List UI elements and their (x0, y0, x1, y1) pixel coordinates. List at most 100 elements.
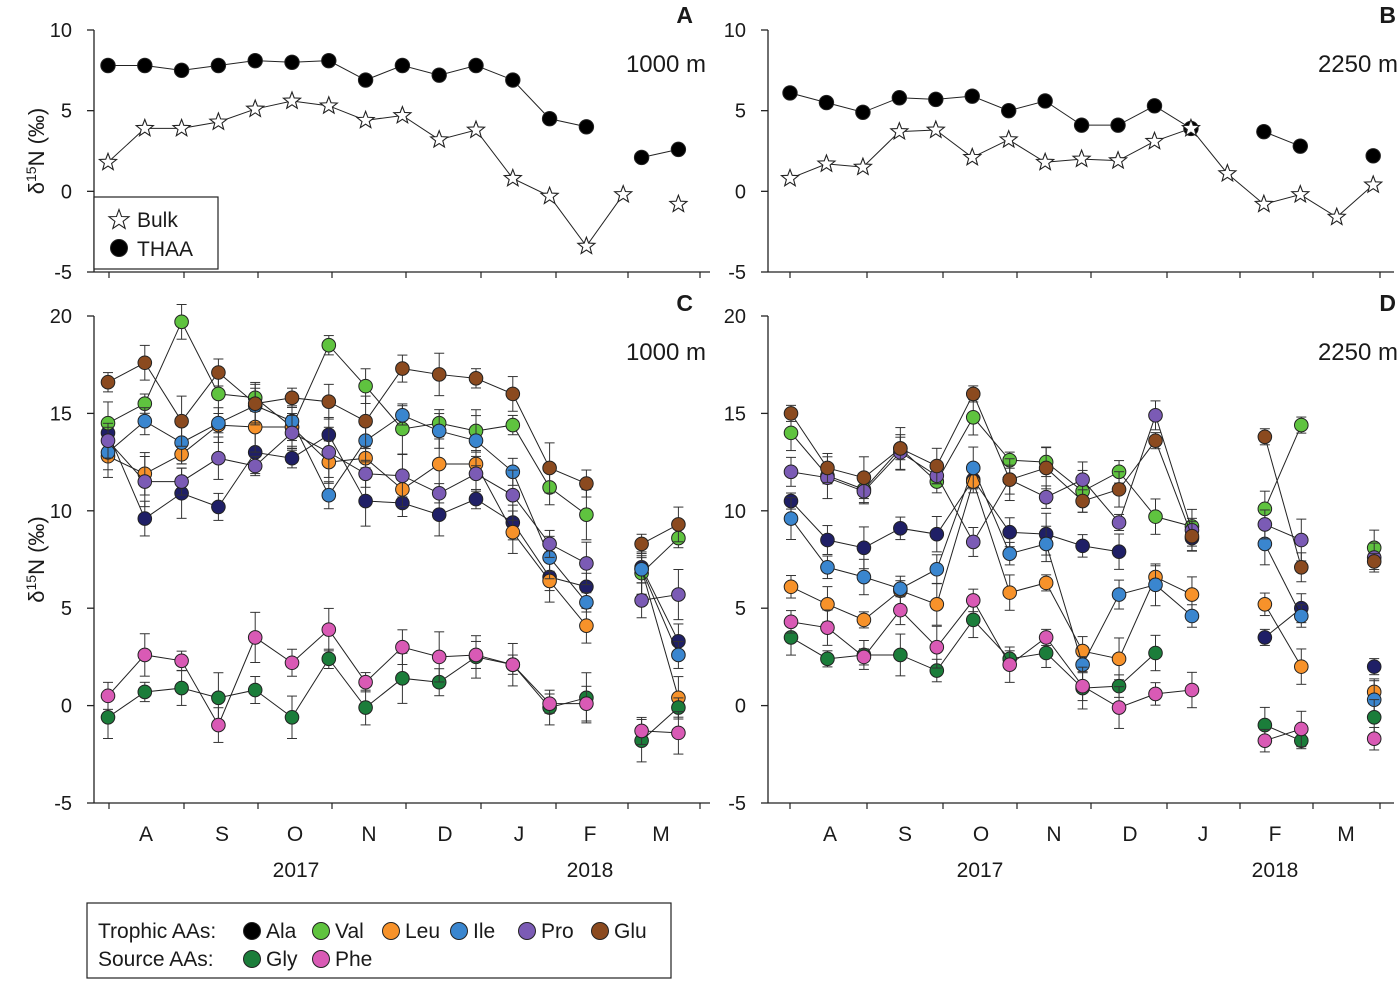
legend-marker-ala (243, 922, 261, 940)
data-point (395, 361, 410, 376)
data-point (174, 653, 189, 669)
data-point (613, 183, 634, 204)
data-point (783, 511, 799, 526)
data-point (965, 409, 981, 425)
data-point (321, 337, 337, 353)
series-line (790, 599, 1193, 709)
month-label: M (1337, 823, 1355, 846)
month-label: S (898, 823, 912, 846)
data-point (1035, 151, 1056, 171)
data-point (1038, 489, 1054, 505)
legend-star-marker (107, 207, 131, 230)
series-line (789, 92, 1192, 129)
data-point (855, 104, 871, 120)
y-tick-label: 0 (735, 696, 746, 718)
data-point (670, 141, 687, 158)
data-point (284, 390, 300, 406)
data-point (505, 487, 521, 503)
legend-label-leu: Leu (405, 920, 440, 943)
legend-label-glu: Glu (614, 920, 647, 943)
data-point (1326, 206, 1347, 226)
legend-marker-ile (450, 922, 468, 940)
data-point (1148, 577, 1163, 593)
data-point (579, 595, 594, 610)
data-point (1366, 659, 1382, 674)
legend-label-ile: Ile (473, 920, 495, 943)
data-point (100, 57, 116, 74)
data-point (1037, 93, 1053, 109)
data-point (358, 674, 373, 690)
data-point (284, 709, 300, 725)
data-point (97, 151, 119, 171)
data-point (321, 394, 337, 410)
y-tick-label: 10 (50, 20, 72, 42)
data-point (929, 639, 945, 655)
data-point (820, 559, 835, 575)
data-point (1257, 630, 1273, 645)
data-point (891, 90, 908, 106)
month-label: A (139, 823, 153, 846)
data-point (539, 185, 560, 205)
data-point (820, 620, 835, 635)
depth-label: 2250 m (1318, 51, 1398, 78)
month-label: F (584, 823, 597, 846)
data-point (1366, 554, 1382, 569)
data-point (321, 445, 337, 460)
series-line (790, 478, 1120, 553)
series-line (641, 707, 679, 742)
data-point (1002, 546, 1018, 561)
y-tick-label: 5 (735, 598, 746, 620)
data-point (668, 193, 689, 213)
panel-a: 10 5 0 -5 A 1000 m δ15N (‰) Bulk THAA (23, 2, 710, 284)
data-point (576, 235, 597, 255)
data-point (1002, 472, 1018, 487)
series-line (1264, 436, 1302, 568)
data-point (247, 396, 263, 411)
data-point (579, 507, 594, 522)
data-point (211, 365, 226, 380)
legend-marker-gly (243, 950, 261, 968)
data-point (358, 466, 373, 482)
data-point (852, 156, 873, 176)
data-point (1111, 651, 1127, 667)
data-point (1184, 528, 1200, 544)
data-point (542, 460, 557, 476)
panel-label: A (676, 2, 693, 28)
data-point (505, 417, 521, 433)
data-point (779, 167, 801, 187)
data-point (468, 466, 484, 482)
data-point (783, 406, 799, 421)
data-point (137, 474, 153, 489)
data-point (1294, 532, 1309, 548)
data-point (137, 511, 153, 526)
month-label: F (1269, 823, 1282, 846)
data-point (1257, 429, 1273, 445)
month-label: O (973, 823, 989, 846)
month-label: N (1046, 823, 1061, 846)
data-point (1365, 148, 1381, 164)
data-point (321, 487, 337, 503)
series-line (641, 569, 679, 698)
data-point (1184, 608, 1200, 624)
data-point (856, 612, 872, 628)
legend-frame (86, 902, 672, 979)
data-point (1184, 682, 1200, 698)
legend-marker-val (312, 922, 330, 940)
data-point (468, 57, 484, 74)
data-point (505, 657, 521, 672)
panel-label: D (1379, 290, 1396, 316)
data-point (820, 651, 835, 667)
data-point (1146, 98, 1163, 114)
data-point (137, 413, 153, 429)
data-point (671, 725, 686, 741)
data-point (783, 614, 799, 630)
data-point (1294, 659, 1309, 674)
data-point (431, 67, 447, 83)
month-label: D (1122, 823, 1137, 846)
data-point (856, 470, 872, 485)
data-point (431, 485, 447, 501)
y-tick-label: -5 (54, 793, 72, 815)
series-line (789, 127, 1374, 218)
data-point (634, 536, 649, 552)
